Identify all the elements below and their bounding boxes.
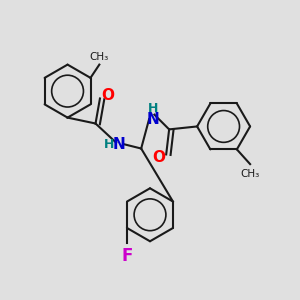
Text: CH₃: CH₃ bbox=[241, 169, 260, 178]
Text: H: H bbox=[148, 102, 158, 115]
Text: N: N bbox=[113, 136, 125, 152]
Text: N: N bbox=[147, 112, 159, 127]
Text: O: O bbox=[101, 88, 114, 103]
Text: O: O bbox=[152, 150, 165, 165]
Text: CH₃: CH₃ bbox=[90, 52, 109, 62]
Text: H: H bbox=[103, 138, 114, 151]
Text: F: F bbox=[122, 247, 133, 265]
